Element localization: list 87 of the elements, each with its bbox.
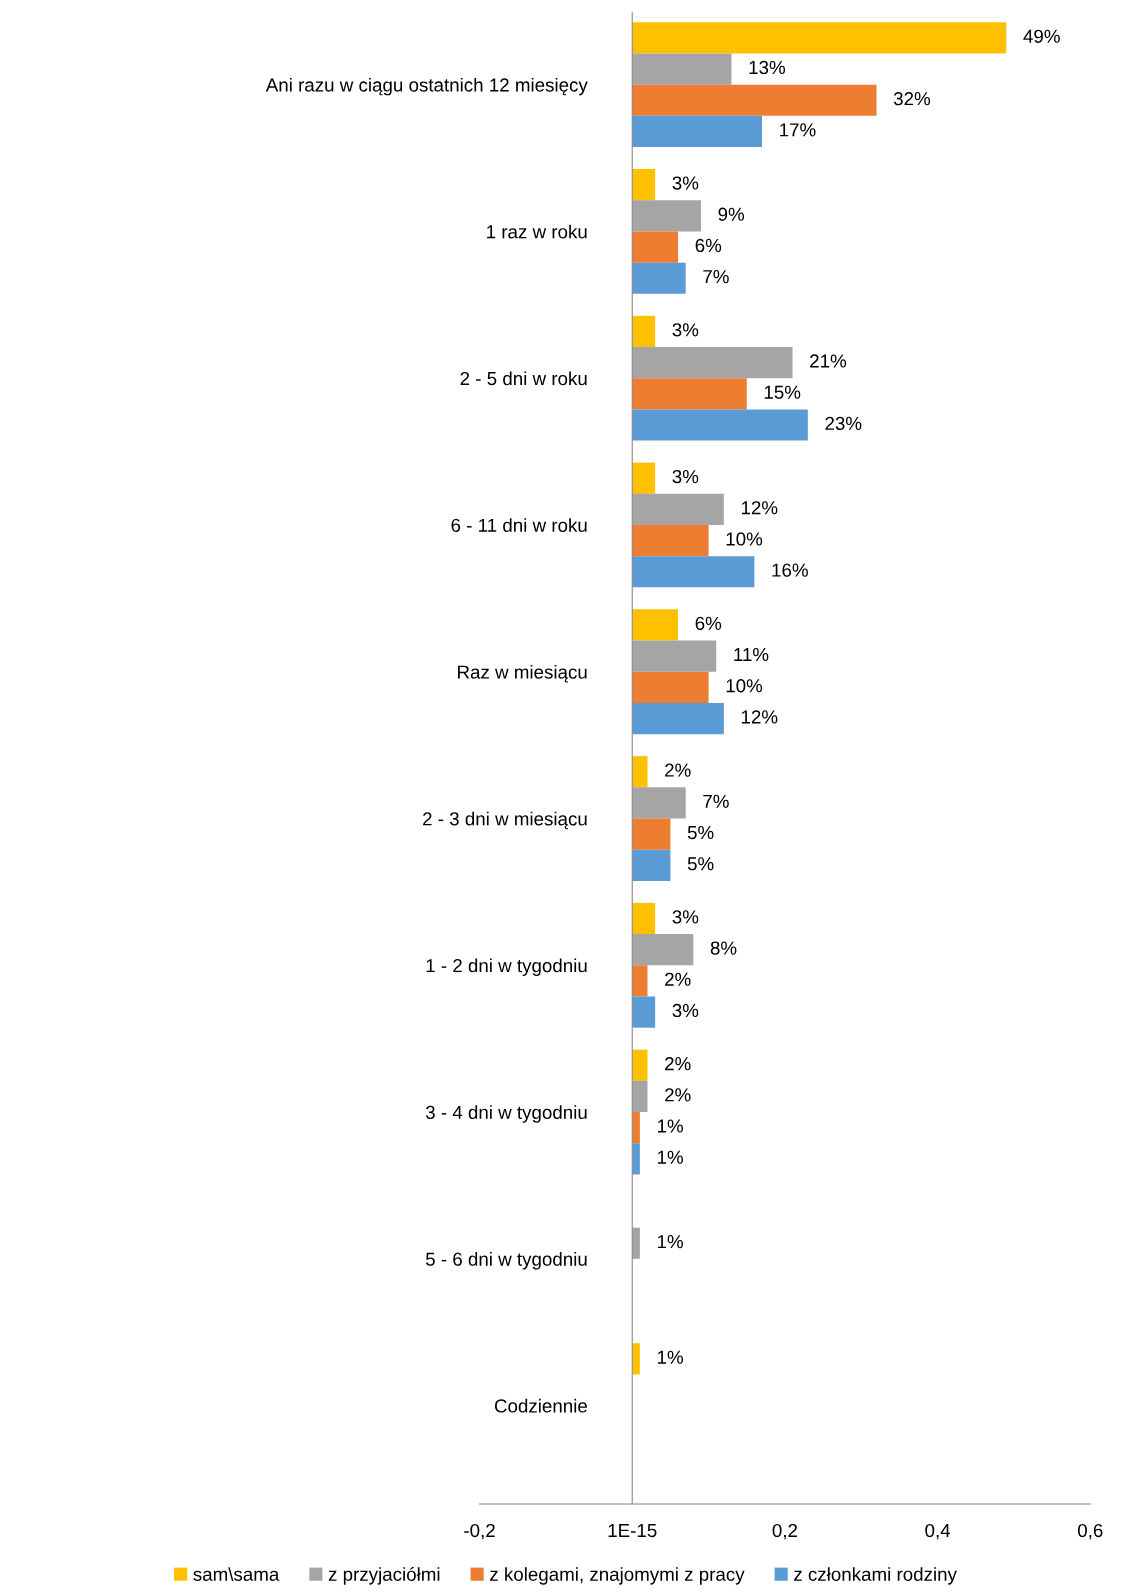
bar [632,84,877,116]
x-tick-label: 0,6 [1077,1523,1103,1540]
bar [632,609,679,641]
y-tick-label: 5 - 6 dni w tygodniu [425,1252,587,1270]
data-label: 11% [734,647,769,662]
y-tick-label: Raz w miesiącu [458,664,587,683]
bar [632,315,656,348]
data-label: 3% [672,1003,699,1018]
bar [632,493,724,525]
legend-label: z członkami rodziny [794,1567,957,1585]
data-label: 2% [665,1057,691,1071]
y-tick-label: 1 - 2 dni w tygodniu [426,958,587,976]
x-tick-label: 1E-15 [608,1524,657,1538]
x-tick-label: 0,2 [772,1523,798,1540]
y-tick-label: 2 - 3 dni w miesiącu [423,811,587,830]
bar [632,787,686,819]
y-tick-label: 2 - 5 dni w roku [460,371,587,386]
bar [632,934,694,966]
bar [632,409,808,441]
bar [632,462,656,494]
data-label: 3% [672,176,699,190]
bar [632,556,755,588]
data-label: 1% [657,1350,683,1364]
bar [632,262,686,294]
y-tick-label: 6 - 11 dni w roku [451,518,587,532]
data-label: 16% [772,563,808,577]
y-tick-label: Codziennie [494,1398,587,1413]
data-label: 23% [825,416,862,431]
bar [632,1143,640,1175]
bar [632,169,656,201]
bar [632,702,724,735]
data-label: 1% [657,1150,683,1164]
data-label: 17% [780,123,816,137]
x-tick-label: -0,2 [464,1523,495,1540]
bar [632,200,701,232]
data-label: 10% [726,679,763,693]
data-label: 6% [695,616,722,630]
bar [632,524,709,557]
data-label: 6% [695,238,722,253]
bar [632,378,747,410]
data-label: 5% [687,857,714,871]
legend-label: z kolegami, znajomymi z pracy [490,1567,745,1585]
legend-label: z przyjaciółmi [328,1566,440,1585]
data-label: 12% [741,710,778,724]
bar [632,53,732,85]
y-tick-label: 3 - 4 dni w tygodniu [425,1105,587,1123]
x-tick-label: 0,4 [925,1523,951,1540]
bar [632,1343,640,1375]
data-label: 9% [718,207,745,221]
legend-label: sam\sama [193,1567,280,1581]
bar [632,849,671,881]
bar [632,1049,648,1081]
data-label: 3% [672,910,699,924]
data-label: 21% [810,354,847,368]
data-label: 7% [703,270,729,284]
data-label: 12% [741,501,778,515]
data-label: 2% [665,1088,691,1102]
data-label: 2% [665,763,691,777]
bar [632,640,717,672]
data-label: 2% [665,972,691,986]
bar [632,902,656,935]
data-label: 7% [703,794,729,808]
data-label: 1% [657,1119,683,1133]
data-label: 10% [726,532,763,546]
bar [632,1227,640,1259]
bar [632,115,763,148]
data-label: 49% [1023,29,1060,43]
bar [632,818,671,850]
data-label: 15% [764,385,801,399]
bar [632,1080,648,1113]
y-tick-label: Ani razu w ciągu ostatnich 12 miesięcy [265,77,588,96]
data-label: 5% [687,825,714,840]
bar [632,231,679,263]
bar [632,996,656,1028]
bar [632,965,648,997]
bar [632,756,648,788]
y-tick-label: 1 raz w roku [487,224,587,239]
bar [632,347,793,379]
data-label: 13% [749,60,785,75]
data-label: 32% [893,92,931,106]
bar [632,1112,640,1144]
data-label: 3% [672,323,699,337]
bar [632,22,1007,54]
bar [632,671,709,703]
data-label: 8% [710,941,737,955]
data-label: 1% [657,1235,683,1249]
data-label: 3% [672,469,699,484]
